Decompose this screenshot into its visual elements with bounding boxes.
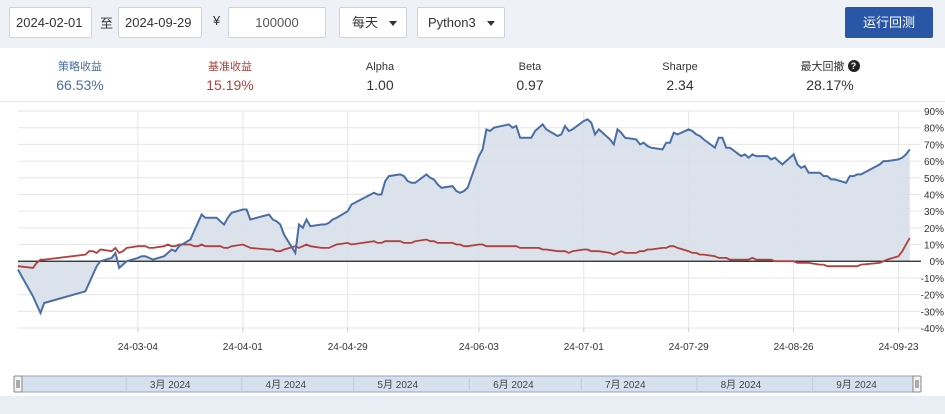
y-tick-label: 40% [924, 190, 944, 201]
help-icon[interactable]: ? [847, 60, 860, 72]
capital-input[interactable]: 100000 [228, 7, 326, 38]
stat-label: Alpha [365, 61, 395, 73]
navigator-month-label: 9月 2024 [836, 379, 877, 391]
stat-alpha: Alpha 1.00 [315, 60, 445, 94]
y-tick-label: 10% [924, 241, 944, 252]
frequency-value: 每天 [352, 15, 379, 30]
benchmark-line [17, 237, 911, 269]
stat-strategy-return: 策略收益 66.53% [15, 60, 145, 94]
navigator-month-label: 3月 2024 [150, 379, 191, 391]
strategy-line [17, 118, 911, 316]
y-tick-label: -20% [921, 291, 944, 302]
x-tick-label: 24-07-29 [669, 342, 709, 353]
x-tick-label: 24-09-23 [879, 342, 919, 353]
navigator-month-label: 8月 2024 [721, 379, 762, 391]
chevron-down-icon [487, 21, 495, 26]
strategy-area [18, 119, 910, 313]
stat-value: 2.34 [666, 77, 694, 93]
start-date-input[interactable]: 2024-02-01 [9, 7, 92, 38]
range-navigator[interactable]: 3月 2024 4月 2024 5月 2024 6月 2024 7月 2024 8月 20… [0, 374, 945, 414]
x-tick-label: 24-08-26 [774, 342, 814, 353]
navigator-month-label: 6月 2024 [493, 379, 534, 391]
returns-chart: 90% 80% 70% 60% 50% 40% 30% 20% 10% 0% -10% -20% -30… [17, 107, 945, 353]
stat-benchmark-return: 基准收益 15.19% [165, 60, 295, 94]
end-date-input[interactable]: 2024-09-29 [118, 7, 202, 38]
x-tick-label: 24-07-01 [564, 342, 604, 353]
y-tick-label: -10% [921, 274, 944, 285]
stat-label: 基准收益 [208, 61, 252, 73]
stat-value: 28.17% [806, 77, 854, 93]
navigator-month-label: 7月 2024 [605, 379, 646, 391]
navigator-left-handle[interactable] [13, 375, 23, 393]
x-tick-label: 24-04-29 [328, 342, 368, 353]
y-tick-label: 90% [924, 107, 944, 118]
stat-value: 0.97 [516, 77, 544, 93]
stat-label: Sharpe [662, 61, 698, 73]
navigator-month-label: 4月 2024 [266, 379, 307, 391]
currency-symbol: ¥ [213, 13, 221, 28]
backtest-toolbar: 2024-02-01 至 2024-09-29 ¥ 100000 每天 Pyth… [0, 0, 945, 48]
y-tick-label: 80% [924, 124, 944, 135]
y-tick-label: 0% [930, 257, 945, 268]
x-tick-label: 24-03-04 [118, 342, 158, 353]
stat-value: 66.53% [56, 77, 104, 93]
x-tick-label: 24-04-01 [223, 342, 263, 353]
navigator-month-label: 5月 2024 [377, 379, 418, 391]
stat-value: 15.19% [206, 77, 254, 93]
stats-summary: 策略收益 66.53% 基准收益 15.19% Alpha 1.00 Beta … [0, 48, 945, 102]
stat-beta: Beta 0.97 [465, 60, 595, 94]
frequency-select[interactable]: 每天 [339, 7, 407, 38]
y-tick-label: 70% [924, 140, 944, 151]
y-tick-label: 60% [924, 157, 944, 168]
y-tick-label: 20% [924, 224, 944, 235]
stat-sharpe: Sharpe 2.34 [615, 60, 745, 94]
y-tick-label: -30% [921, 307, 944, 318]
navigator-right-handle[interactable] [912, 375, 922, 393]
stat-label: 最大回撤 [800, 61, 845, 73]
navigator-scrollbar-track [0, 396, 945, 414]
language-value: Python3 [428, 15, 476, 30]
stat-label: 策略收益 [58, 61, 102, 73]
y-tick-label: 30% [924, 207, 944, 218]
y-tick-label: -40% [921, 324, 944, 335]
language-select[interactable]: Python3 [417, 7, 505, 38]
x-tick-label: 24-06-03 [459, 342, 499, 353]
stat-max-drawdown: 最大回撤? 28.17% [765, 60, 895, 94]
y-tick-label: 50% [924, 174, 944, 185]
stat-value: 1.00 [366, 77, 394, 93]
chevron-down-icon [389, 21, 397, 26]
date-range-separator: 至 [100, 16, 114, 31]
stats-divider [0, 101, 945, 102]
stat-label: Beta [518, 61, 542, 73]
run-backtest-button[interactable]: 运行回测 [845, 7, 933, 38]
